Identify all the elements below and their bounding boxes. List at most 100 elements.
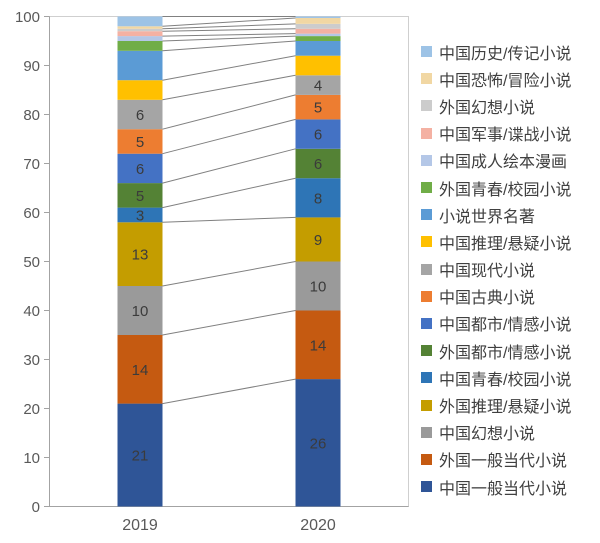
legend-swatch (421, 481, 432, 493)
legend-label: 中国现代小说 (439, 263, 536, 281)
legend-swatch (421, 182, 432, 194)
y-tick-label: 60 (23, 205, 40, 222)
legend-swatch (421, 154, 432, 166)
legend-swatch (421, 236, 432, 248)
bar-segment (295, 217, 341, 262)
series-connector-line (162, 35, 296, 42)
legend-swatch (421, 372, 432, 384)
series-connector-line (162, 28, 296, 32)
bar-segment-value: 10 (132, 303, 149, 320)
bar-segment (295, 261, 341, 311)
bar-segment-value: 6 (136, 161, 144, 178)
bar-segment-value: 9 (314, 232, 322, 249)
plot-border (49, 16, 409, 507)
y-tick-label: 70 (23, 156, 40, 173)
x-axis-category-label: 2019 (122, 517, 158, 534)
series-connector-line (162, 23, 296, 30)
y-tick-label: 40 (23, 303, 40, 320)
bar-segment (295, 36, 341, 41)
bar-segment (117, 36, 163, 41)
bar-segment-value: 4 (314, 78, 322, 95)
legend-item: 外国都市/情感小说 (421, 337, 571, 364)
series-connector-line (162, 40, 296, 52)
series-connector-line (162, 378, 296, 405)
legend-label: 中国军事/谍战小说 (439, 127, 572, 145)
bar-segment-value: 3 (136, 207, 144, 224)
bar-segment-value: 26 (310, 435, 327, 452)
legend-label: 外国青春/校园小说 (439, 181, 572, 199)
bar-segment (117, 153, 163, 184)
bar-segment-value: 6 (136, 107, 144, 124)
series-connector-line (162, 118, 296, 155)
legend-swatch (421, 209, 432, 221)
bar-segment (295, 75, 341, 95)
series-connector-line (162, 17, 296, 27)
bar-segment-value: 21 (132, 448, 149, 465)
bar-segment (295, 41, 341, 56)
legend-item: 外国推理/悬疑小说 (421, 391, 571, 418)
y-tick-label: 30 (23, 352, 40, 369)
legend-item: 中国一般当代小说 (421, 473, 571, 500)
legend-swatch (421, 345, 432, 357)
legend-label: 外国都市/情感小说 (439, 344, 572, 362)
legend-item: 外国一般当代小说 (421, 446, 571, 473)
bar-segment (295, 17, 341, 24)
x-axis-category-label: 2020 (300, 517, 336, 534)
bar-segment-value: 8 (314, 190, 322, 207)
y-tick-label: 90 (23, 58, 40, 75)
legend-item: 中国古典小说 (421, 283, 571, 310)
bar-segment-value: 14 (132, 362, 149, 379)
series-connector-line (162, 55, 296, 81)
legend-swatch (421, 317, 432, 329)
bar-segment (117, 335, 163, 404)
bar-segment-value: 10 (310, 279, 327, 296)
bar-segment-value: 13 (132, 247, 149, 264)
bar-segment (117, 16, 163, 27)
legend-swatch (421, 399, 432, 411)
bar-segment (295, 310, 341, 380)
legend-item: 中国现代小说 (421, 256, 571, 283)
legend-swatch (421, 100, 432, 112)
legend-label: 中国恐怖/冒险小说 (439, 72, 572, 90)
legend-label: 外国推理/悬疑小说 (439, 399, 572, 417)
bar-segment (117, 31, 163, 37)
legend-label: 中国历史/传记小说 (439, 45, 572, 63)
legend-label: 外国一般当代小说 (439, 453, 568, 471)
legend-label: 外国幻想小说 (439, 99, 536, 117)
legend-swatch (421, 127, 432, 139)
series-connector-line (162, 74, 296, 101)
legend-item: 中国军事/谍战小说 (421, 120, 571, 147)
legend-label: 中国古典小说 (439, 290, 536, 308)
bar-segment (295, 23, 341, 29)
bar-segment-value: 5 (136, 188, 144, 205)
legend-swatch (421, 263, 432, 275)
bar-segment (117, 183, 163, 208)
legend-swatch (421, 453, 432, 465)
bar-segment (117, 222, 163, 286)
chart-legend: 中国历史/传记小说 中国恐怖/冒险小说 外国幻想小说 中国军事/谍战小说 中国成人绘本漫… (421, 38, 571, 500)
series-connector-line (162, 177, 296, 209)
legend-label: 中国幻想小说 (439, 426, 536, 444)
legend-item: 外国青春/校园小说 (421, 174, 571, 201)
legend-label: 中国青春/校园小说 (439, 371, 572, 389)
legend-label: 中国推理/悬疑小说 (439, 235, 572, 253)
bar-segment-value: 6 (314, 156, 322, 173)
bar-segment (295, 55, 341, 76)
legend-item: 外国幻想小说 (421, 92, 571, 119)
legend-item: 中国推理/悬疑小说 (421, 228, 571, 255)
y-tick-label: 0 (32, 499, 40, 516)
y-tick-label: 50 (23, 254, 40, 271)
bar-segment-value: 14 (310, 337, 327, 354)
y-tick-label: 80 (23, 107, 40, 124)
legend-item: 中国历史/传记小说 (421, 38, 571, 65)
legend-swatch (421, 73, 432, 85)
legend-label: 中国一般当代小说 (439, 480, 568, 498)
bar-segment (295, 148, 341, 179)
series-connector-line (162, 310, 296, 336)
bar-segment (117, 286, 163, 335)
series-connector-line (162, 148, 296, 184)
bar-segment (295, 119, 341, 149)
legend-label: 小说世界名著 (439, 208, 536, 226)
bar-segment (117, 26, 163, 29)
